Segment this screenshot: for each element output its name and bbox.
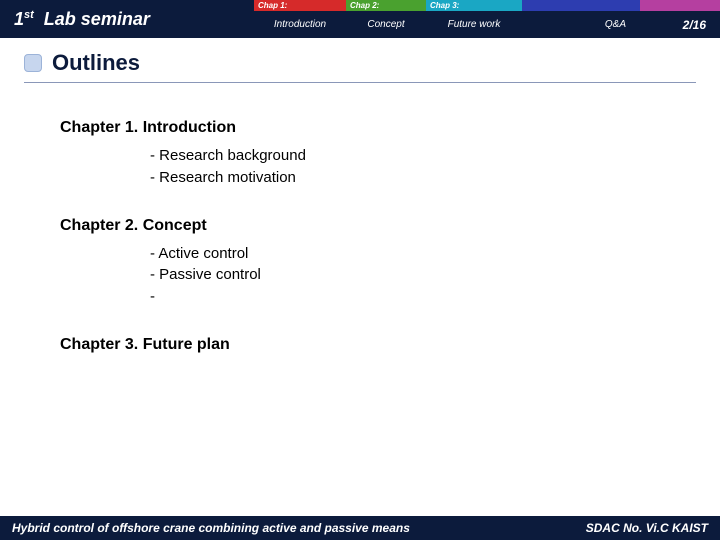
header-left: 1st Lab seminar xyxy=(0,9,150,30)
footer-right-text: SDAC No. Vi.C KAIST xyxy=(586,521,708,535)
nav-tab-label: Introduction xyxy=(254,11,346,38)
ordinal-suffix: st xyxy=(24,9,34,21)
nav-tab-top xyxy=(522,0,640,11)
chapter-item: - Research motivation xyxy=(150,167,720,189)
section-bullet-icon xyxy=(24,54,42,72)
content-area: Chapter 1. Introduction - Research backg… xyxy=(0,83,720,354)
nav-tab-qa[interactable]: Q&A xyxy=(522,0,640,38)
nav-tab-chap3[interactable]: Chap 3: Future work xyxy=(426,0,522,38)
top-bar: 1st Lab seminar Chap 1: Introduction Cha… xyxy=(0,0,720,38)
nav-tab-top: Chap 1: xyxy=(254,0,346,11)
chapter-items: - Active control - Passive control - xyxy=(60,243,720,308)
nav-tab-chap1[interactable]: Chap 1: Introduction xyxy=(254,0,346,38)
section-header: Outlines xyxy=(24,50,696,83)
chapter-block: Chapter 2. Concept - Active control - Pa… xyxy=(60,217,720,308)
nav-tab-chap2[interactable]: Chap 2: Concept xyxy=(346,0,426,38)
nav-tab-top: Chap 3: xyxy=(426,0,522,11)
nav-tab-label: Future work xyxy=(426,11,522,38)
nav-tab-label: Q&A xyxy=(522,11,640,38)
chapter-block: Chapter 1. Introduction - Research backg… xyxy=(60,119,720,189)
ordinal: 1st xyxy=(14,9,34,30)
chapter-title: Chapter 2. Concept xyxy=(60,217,720,235)
page-counter-accent xyxy=(640,0,720,11)
chapter-title: Chapter 3. Future plan xyxy=(60,336,720,354)
nav-tab-label: Concept xyxy=(346,11,426,38)
header-title: Lab seminar xyxy=(44,9,150,30)
footer-bar: Hybrid control of offshore crane combini… xyxy=(0,516,720,540)
nav-tab-top: Chap 2: xyxy=(346,0,426,11)
page-counter: 2/16 xyxy=(640,0,720,38)
footer-left-text: Hybrid control of offshore crane combini… xyxy=(12,521,410,535)
chapter-item: - Passive control xyxy=(150,264,720,286)
chapter-item: - Active control xyxy=(150,243,720,265)
chapter-title: Chapter 1. Introduction xyxy=(60,119,720,137)
chapter-items: - Research background - Research motivat… xyxy=(60,145,720,189)
page-counter-text: 2/16 xyxy=(640,11,720,38)
nav-tabs: Chap 1: Introduction Chap 2: Concept Cha… xyxy=(254,0,640,38)
section-title: Outlines xyxy=(52,50,140,76)
ordinal-number: 1 xyxy=(14,9,24,29)
chapter-block: Chapter 3. Future plan xyxy=(60,336,720,354)
chapter-item: - xyxy=(150,286,720,308)
chapter-item: - Research background xyxy=(150,145,720,167)
